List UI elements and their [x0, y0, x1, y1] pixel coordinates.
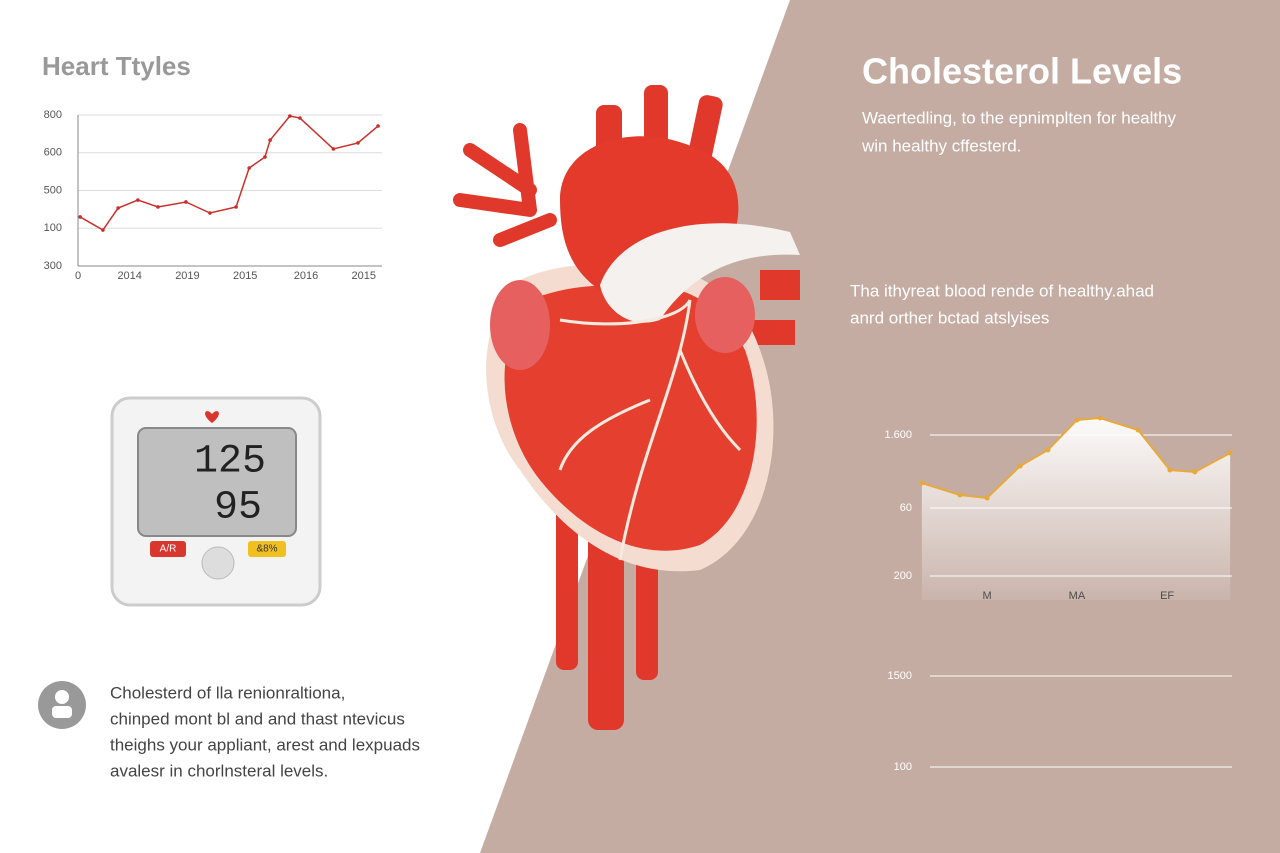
header-line: win healthy cffesterd. — [861, 136, 1021, 155]
data-point — [984, 495, 990, 501]
data-area — [921, 418, 1231, 600]
info-line: chinped mont bl and and thast ntevicus — [110, 709, 405, 728]
data-point — [1097, 415, 1103, 421]
user-icon-head — [55, 690, 69, 704]
x-tick-label: 0 — [75, 270, 81, 282]
data-point — [1135, 427, 1141, 433]
note-line: anrd orther bctad atslyises — [850, 308, 1049, 327]
header-line: Waertedling, to the epnimplten for healt… — [862, 108, 1177, 127]
data-point — [1167, 467, 1173, 473]
y-tick-label: 1500 — [888, 670, 912, 682]
data-point — [136, 198, 140, 202]
info-line: avalesr in chorlnsteral levels. — [110, 761, 328, 780]
data-point — [288, 114, 292, 118]
data-point — [101, 228, 105, 232]
data-point — [919, 480, 925, 486]
right-panel — [480, 0, 1280, 853]
data-point — [208, 211, 212, 215]
y-tick-label: 300 — [44, 260, 62, 272]
data-point — [298, 116, 302, 120]
data-point — [184, 200, 188, 204]
data-point — [1045, 447, 1051, 453]
x-tick-label: 2014 — [117, 270, 141, 282]
data-point — [1017, 463, 1023, 469]
chart-title: Heart Ttyles — [42, 51, 191, 81]
data-point — [234, 205, 238, 209]
x-tick-label: 2015 — [233, 270, 257, 282]
data-point — [331, 147, 336, 151]
bp-monitor: 125 95 A/R &8% — [110, 396, 322, 607]
data-point — [268, 138, 272, 142]
data-line — [79, 115, 379, 232]
y-tick-label: 100 — [44, 222, 62, 234]
data-point — [1227, 450, 1233, 456]
data-point — [156, 205, 160, 209]
diastolic: 95 — [214, 486, 262, 531]
info-line: Cholesterd of lla renionraltiona, — [110, 683, 345, 702]
y-tick-label: 60 — [900, 502, 912, 514]
data-point — [376, 124, 380, 128]
x-tick-label: 2016 — [294, 270, 318, 282]
data-point — [1192, 469, 1198, 475]
y-tick-label: 200 — [894, 570, 912, 582]
data-point — [957, 492, 963, 498]
info-line: theighs your appliant, arest and lexpuad… — [110, 735, 420, 754]
data-point — [356, 141, 360, 145]
button-label: &8% — [256, 544, 277, 555]
data-point — [1074, 417, 1080, 423]
x-tick-label: 2015 — [352, 270, 376, 282]
heart-illustration — [453, 85, 800, 730]
systolic: 125 — [194, 440, 266, 485]
data-point — [116, 206, 120, 210]
x-tick-label: 2019 — [175, 270, 199, 282]
note-line: Tha ithyreat blood rende of healthy.ahad — [850, 281, 1154, 300]
y-tick-label: 1.600 — [884, 429, 912, 441]
header-title: Cholesterol Levels — [862, 51, 1182, 92]
data-point — [247, 166, 251, 170]
y-tick-label: 600 — [44, 147, 62, 159]
y-tick-label: 500 — [44, 184, 62, 196]
data-point — [263, 155, 267, 159]
user-icon-body — [52, 706, 72, 718]
user-icon — [38, 681, 86, 729]
y-tick-label: 100 — [894, 761, 912, 773]
data-point — [78, 215, 82, 219]
y-tick-label: 800 — [44, 109, 62, 121]
button-label: A/R — [160, 544, 177, 555]
